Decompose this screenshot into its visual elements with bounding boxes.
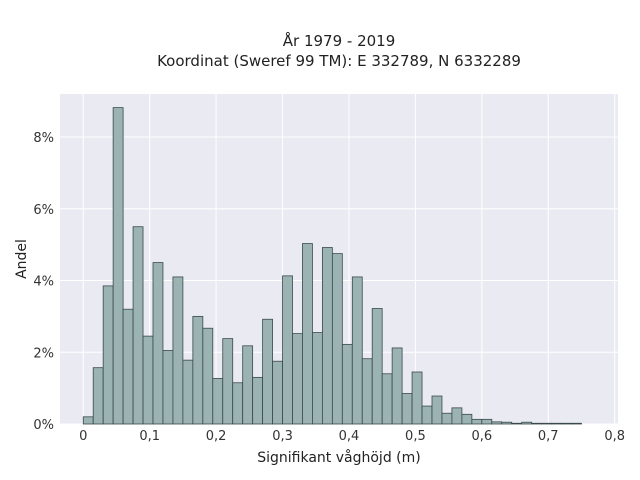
histogram-bars [82, 107, 582, 425]
histogram-bar [142, 335, 154, 425]
histogram-bar [451, 407, 463, 425]
histogram-bar [92, 367, 104, 425]
y-tick-label: 6% [33, 203, 54, 218]
histogram-bar [441, 412, 453, 425]
histogram-bar [531, 422, 543, 425]
histogram-bar [321, 247, 333, 425]
histogram-bar [252, 376, 264, 425]
histogram-bar [192, 315, 204, 425]
chart-title-line-2: Koordinat (Sweref 99 TM): E 332789, N 63… [157, 52, 521, 70]
histogram-bar [152, 262, 164, 425]
histogram-bar [461, 413, 473, 425]
histogram-bar [312, 332, 323, 425]
histogram-bar [112, 107, 124, 425]
histogram-bar [381, 373, 393, 425]
x-tick-labels: 0 0,1 0,2 0,3 0,4 0,5 0,6 0,7 0,8 [79, 429, 625, 444]
histogram-bar [162, 350, 174, 425]
histogram-bar [82, 416, 94, 425]
histogram-bar [282, 275, 293, 425]
y-tick-label: 4% [33, 275, 54, 290]
chart-title-line-1: År 1979 - 2019 [283, 31, 396, 50]
histogram-bar [202, 327, 214, 425]
y-tick-label: 8% [33, 131, 54, 146]
y-tick-labels: 0% 2% 4% 6% 8% [33, 131, 54, 433]
histogram-bar [102, 285, 114, 425]
x-tick-label: 0,2 [206, 429, 227, 444]
histogram-bar [351, 276, 363, 425]
histogram-bar [521, 421, 533, 425]
histogram-bar [122, 308, 134, 425]
x-tick-label: 0,1 [139, 429, 160, 444]
histogram-bar [302, 243, 313, 425]
histogram-bar [182, 359, 194, 425]
histogram-bar [172, 276, 184, 425]
histogram-bar [371, 308, 383, 425]
histogram-bar [232, 382, 244, 425]
histogram-bar [431, 395, 443, 425]
histogram-bar [481, 418, 493, 425]
x-tick-label: 0,3 [272, 429, 293, 444]
histogram-bar [571, 422, 582, 425]
x-tick-label: 0,6 [471, 429, 492, 444]
x-axis-label: Signifikant våghöjd (m) [257, 449, 420, 466]
histogram-bar [421, 405, 433, 425]
x-tick-label: 0,8 [604, 429, 625, 444]
histogram-bar [222, 338, 234, 425]
y-tick-label: 0% [33, 418, 54, 433]
histogram-bar [401, 393, 413, 425]
histogram-bar [511, 422, 523, 425]
histogram-bar [471, 418, 483, 425]
histogram-bar [411, 371, 423, 425]
histogram-bar [262, 318, 273, 425]
histogram-bar [391, 347, 403, 425]
histogram-bar [242, 345, 254, 425]
x-tick-label: 0 [79, 429, 87, 444]
histogram-bar [491, 421, 503, 425]
y-axis-label: Andel [14, 239, 30, 279]
histogram-bar [361, 358, 373, 425]
x-tick-label: 0,5 [405, 429, 426, 444]
y-tick-label: 2% [33, 346, 54, 361]
x-tick-label: 0,4 [339, 429, 360, 444]
histogram-bar [272, 360, 283, 425]
histogram-bar [501, 421, 513, 425]
histogram-bar [292, 333, 303, 425]
histogram-bar [561, 422, 572, 425]
histogram-bar [212, 378, 224, 425]
histogram-bar [341, 343, 353, 425]
histogram-bar [331, 253, 343, 425]
histogram-bar [132, 226, 144, 425]
histogram-bar [551, 422, 562, 425]
x-tick-label: 0,7 [538, 429, 559, 444]
histogram-bar [541, 422, 552, 425]
